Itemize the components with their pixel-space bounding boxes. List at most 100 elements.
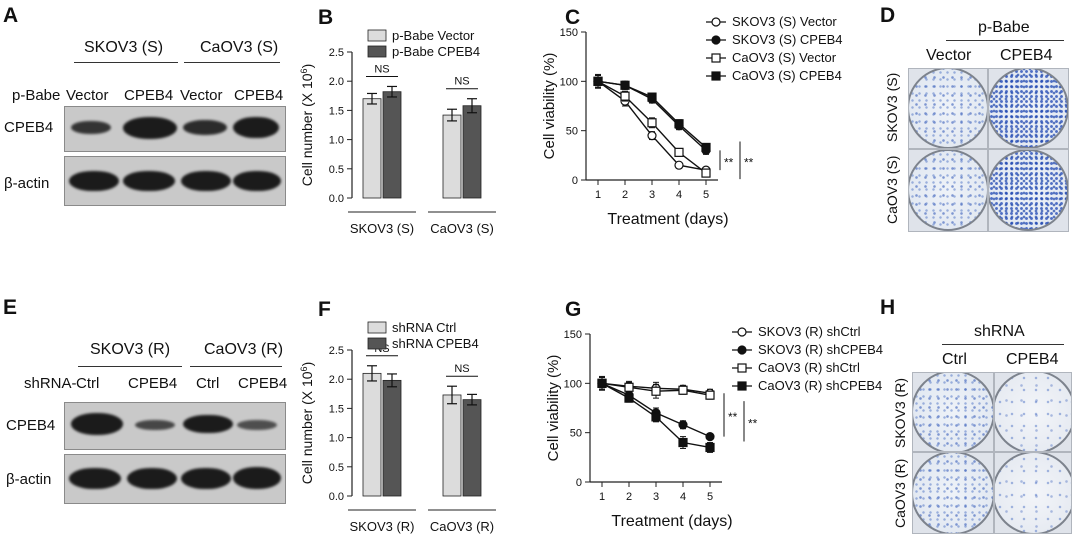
colony-column-label: Ctrl	[942, 351, 967, 368]
western-blot-cpeb4	[64, 402, 286, 450]
legend-swatch	[367, 45, 387, 58]
y-tick-label: 150	[564, 329, 582, 341]
y-tick-label: 1.5	[329, 403, 344, 415]
bar	[382, 91, 402, 199]
x-category-label: CaOV3 (R)	[430, 519, 494, 534]
western-blot-actin	[64, 454, 286, 504]
lane-prefix: p-Babe	[12, 87, 61, 104]
data-point	[678, 437, 688, 448]
x-category-label: SKOV3 (S)	[350, 221, 414, 236]
data-point	[674, 147, 684, 157]
blot-row-label: β-actin	[4, 175, 50, 192]
western-blot-cpeb4	[64, 106, 286, 152]
colony-column-label: CPEB4	[1006, 351, 1059, 368]
y-tick-label: 0.0	[329, 193, 344, 205]
data-point	[651, 412, 661, 422]
data-point	[597, 378, 607, 388]
significance-label: **	[744, 155, 754, 169]
data-point	[674, 160, 684, 170]
y-tick-label: 0.0	[329, 491, 344, 503]
y-tick-label: 100	[560, 76, 578, 88]
data-point	[678, 385, 688, 395]
legend-label: CaOV3 (S) Vector	[732, 50, 837, 65]
significance-label: NS	[454, 76, 469, 88]
y-tick-label: 0.5	[329, 462, 344, 474]
legend-label: SKOV3 (S) Vector	[732, 14, 837, 29]
x-tick-label: 3	[653, 491, 659, 503]
bar	[442, 394, 462, 497]
x-tick-label: 2	[622, 189, 628, 201]
lane-label: Ctrl	[196, 375, 220, 392]
data-point	[711, 71, 721, 81]
y-tick-label: 2.0	[329, 76, 344, 88]
colony-well	[908, 68, 988, 149]
y-tick-label: 50	[566, 126, 578, 138]
legend-label: SKOV3 (R) shCtrl	[758, 324, 861, 339]
legend-label: CaOV3 (R) shCPEB4	[758, 378, 882, 393]
data-point	[647, 118, 657, 128]
y-tick-label: 1.0	[329, 433, 344, 445]
x-axis-label: Treatment (days)	[611, 513, 732, 530]
colony-well	[988, 68, 1069, 149]
y-tick-label: 0.5	[329, 164, 344, 176]
group-divider	[946, 40, 1064, 41]
x-tick-label: 5	[707, 491, 713, 503]
colony-row-label: CaOV3 (R)	[892, 458, 908, 528]
legend-swatch	[367, 337, 387, 350]
y-tick-label: 2.0	[329, 374, 344, 386]
y-tick-label: 0	[572, 175, 578, 187]
legend-label: SKOV3 (S) CPEB4	[732, 32, 843, 47]
panel-label-c: C	[565, 6, 580, 29]
legend-swatch	[367, 321, 387, 334]
lane-label: CPEB4	[128, 375, 178, 392]
panel-label-g: G	[565, 298, 581, 321]
legend-swatch	[367, 29, 387, 42]
data-point	[737, 381, 747, 391]
y-tick-label: 0	[576, 477, 582, 489]
group-divider	[74, 62, 178, 63]
colony-well	[912, 372, 994, 452]
data-point	[674, 119, 684, 129]
x-tick-label: 5	[703, 189, 709, 201]
data-point	[711, 17, 721, 27]
blot-row-label: β-actin	[6, 471, 52, 488]
data-point	[705, 442, 715, 453]
group-divider	[190, 366, 282, 367]
legend-label: shRNA Ctrl	[392, 320, 456, 335]
bar	[462, 105, 482, 199]
legend-label: SKOV3 (R) shCPEB4	[758, 342, 883, 357]
x-tick-label: 2	[626, 491, 632, 503]
panel-label-b: B	[318, 6, 333, 29]
y-tick-label: 2.5	[329, 345, 344, 357]
y-axis-label: Cell number (X 106)	[299, 362, 315, 485]
significance-label: **	[728, 410, 738, 424]
significance-label: NS	[454, 363, 469, 375]
data-point	[593, 76, 603, 86]
data-point	[705, 432, 715, 442]
colony-group-label: p-Babe	[978, 19, 1030, 36]
colony-column-label: CPEB4	[1000, 47, 1053, 64]
group-divider	[184, 62, 280, 63]
data-point	[620, 91, 630, 101]
lane-label: Vector	[180, 87, 223, 104]
lane-label: CPEB4	[234, 87, 284, 104]
data-point	[620, 80, 630, 90]
colony-well	[994, 452, 1072, 534]
colony-well	[912, 452, 994, 534]
bar	[442, 114, 462, 199]
data-point	[711, 53, 721, 63]
y-axis-label: Cell number (X 106)	[299, 64, 315, 187]
x-tick-label: 1	[595, 189, 601, 201]
blot-row-label: CPEB4	[4, 119, 54, 136]
y-axis-label: Cell viability (%)	[541, 53, 558, 160]
data-point	[705, 390, 715, 400]
lane-label: CPEB4	[124, 87, 174, 104]
cell-line-label: CaOV3 (R)	[204, 341, 284, 358]
data-point	[624, 393, 634, 403]
panel-label-e: E	[3, 296, 18, 319]
cell-line-label: SKOV3 (S)	[84, 39, 164, 56]
colony-well	[994, 372, 1072, 452]
x-axis-label: Treatment (days)	[607, 211, 728, 228]
x-tick-label: 1	[599, 491, 605, 503]
